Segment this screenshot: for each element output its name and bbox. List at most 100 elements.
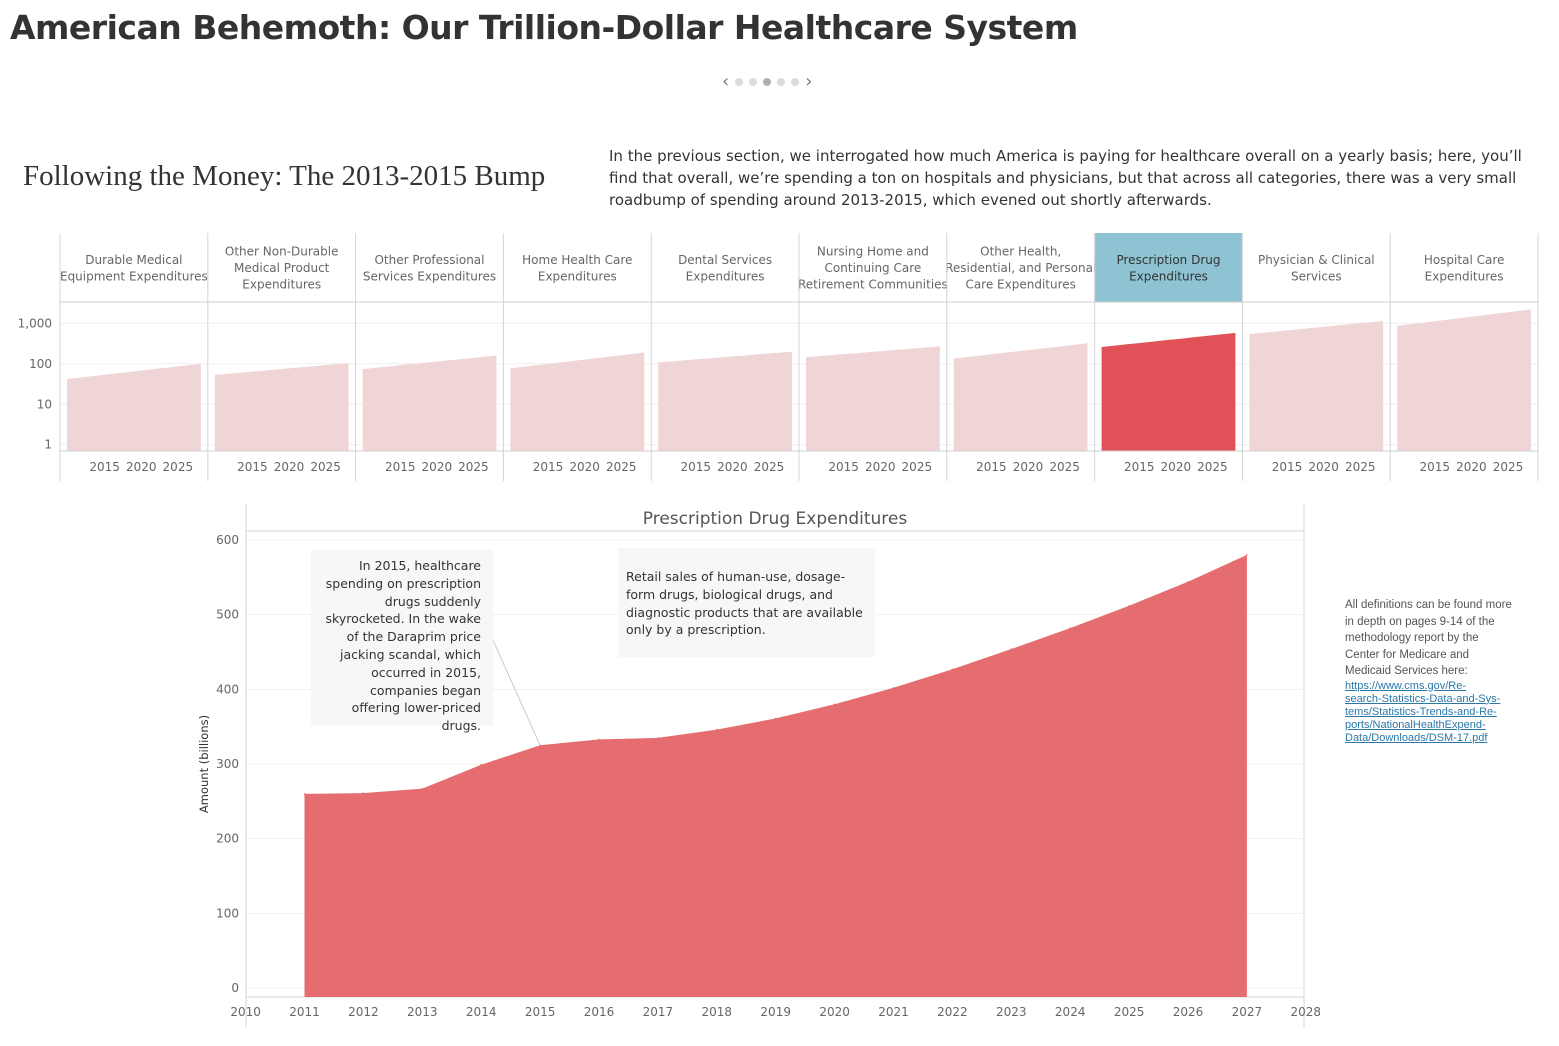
chevron-left-icon[interactable]: ‹ (722, 71, 730, 92)
category-area (658, 351, 792, 451)
data-point (421, 787, 424, 790)
category-header-bg[interactable] (503, 233, 651, 302)
category-tab[interactable]: Other Health, Residential, and Personal Ca… (945, 233, 1096, 302)
category-label[interactable]: Prescription Drug (1116, 253, 1220, 267)
pager-dot[interactable] (791, 78, 800, 86)
x-tick-label: 2025 (1345, 460, 1376, 474)
y-tick-label: 600 (216, 533, 239, 547)
y-tick-label: 200 (216, 832, 239, 846)
x-tick-label: 2020 (274, 460, 305, 474)
category-area (806, 346, 940, 451)
annotation-leader (491, 637, 541, 746)
y-tick-label: 300 (216, 757, 239, 771)
category-label[interactable]: Residential, and Personal (945, 261, 1096, 275)
pager-dot[interactable] (749, 78, 758, 86)
x-tick-label: 2025 (310, 460, 341, 474)
category-label[interactable]: Services (1291, 269, 1342, 283)
x-tick-label: 2021 (878, 1005, 909, 1019)
prescription-drug-area (304, 554, 1247, 997)
category-label[interactable]: Medical Product (234, 261, 330, 275)
category-tab[interactable]: Other Non-Durable Medical Product Expendit… (208, 233, 356, 302)
category-label[interactable]: Other Professional (374, 253, 484, 267)
x-tick-label: 2026 (1173, 1005, 1204, 1019)
category-label[interactable]: Durable Medical (85, 253, 182, 267)
category-area (1249, 320, 1384, 451)
category-label[interactable]: Hospital Care (1424, 253, 1505, 267)
category-tab[interactable]: Nursing Home and Continuing Care Retiremen… (798, 233, 948, 302)
y-tick-label: 100 (216, 906, 239, 920)
category-header-bg[interactable] (947, 233, 1095, 302)
category-area (214, 363, 349, 451)
category-tab[interactable]: Durable Medical Equipment Expenditures (60, 233, 208, 302)
pager-dot[interactable] (777, 78, 786, 86)
category-tab[interactable]: Hospital Care Expenditures (1390, 233, 1538, 302)
x-tick-label: 2011 (289, 1005, 320, 1019)
category-label[interactable]: Care Expenditures (965, 278, 1075, 292)
category-area (510, 352, 645, 451)
category-label[interactable]: Home Health Care (522, 253, 632, 267)
category-label[interactable]: Dental Services (678, 253, 772, 267)
data-point (716, 728, 718, 731)
data-point (362, 792, 365, 794)
category-header-bg[interactable] (208, 233, 356, 302)
story-pager: ‹ › (722, 72, 812, 92)
category-label[interactable]: Expenditures (1129, 269, 1208, 283)
category-tab[interactable]: Other Professional Services Expenditures (356, 233, 503, 302)
data-point (1128, 604, 1130, 607)
category-header-bg[interactable] (651, 233, 799, 302)
x-tick-label: 2015 (681, 460, 712, 474)
category-header-bg[interactable] (799, 233, 947, 302)
category-area (953, 343, 1088, 451)
category-header-bg[interactable] (356, 233, 503, 302)
category-header-bg[interactable] (1242, 233, 1390, 302)
category-label[interactable]: Expenditures (686, 269, 765, 283)
y-tick-label: 1 (44, 438, 52, 452)
x-tick-label: 2015 (1272, 460, 1303, 474)
data-point (833, 703, 836, 706)
x-tick-label: 2020 (569, 460, 600, 474)
category-header-bg[interactable] (1095, 233, 1242, 302)
definitions-note-text: All definitions can be found more in dep… (1345, 599, 1512, 677)
category-area (1397, 309, 1531, 451)
data-point (657, 737, 659, 739)
pager-dot[interactable] (735, 78, 744, 86)
data-point (774, 717, 777, 720)
x-tick-label: 2025 (458, 460, 489, 474)
category-label[interactable]: Continuing Care (825, 261, 922, 275)
chevron-right-icon[interactable]: › (805, 71, 813, 92)
data-point (303, 793, 306, 795)
x-tick-label: 2025 (1197, 460, 1228, 474)
x-tick-label: 2015 (89, 460, 120, 474)
category-label[interactable]: Expenditures (1425, 269, 1504, 283)
category-tab[interactable]: Dental Services Expenditures (651, 233, 799, 302)
cms-methodology-link[interactable]: https://www.cms.gov/Re- search-Statistic… (1345, 680, 1515, 745)
pager-dot-active[interactable] (763, 78, 772, 86)
link-line: https://www.cms.gov/Re- (1345, 679, 1467, 692)
y-axis-label: Amount (billions) (197, 715, 211, 813)
y-tick-label: 10 (37, 397, 52, 411)
category-tab[interactable]: Home Health Care Expenditures (503, 233, 651, 302)
data-point (598, 738, 600, 741)
category-header-bg[interactable] (1390, 233, 1538, 302)
category-label[interactable]: Expenditures (242, 278, 321, 292)
category-label[interactable]: Expenditures (538, 269, 617, 283)
category-label[interactable]: Retirement Communities (798, 278, 948, 292)
category-label[interactable]: Nursing Home and (817, 245, 929, 259)
category-tab[interactable]: Prescription Drug Expenditures (1095, 233, 1242, 302)
category-header-bg[interactable] (60, 233, 208, 302)
x-tick-label: 2024 (1055, 1005, 1086, 1019)
category-label[interactable]: Other Health, (980, 245, 1061, 259)
annotation-2015-spike: In 2015, healthcare spending on prescrip… (311, 550, 493, 733)
category-tab[interactable]: Physician & Clinical Services (1242, 233, 1390, 302)
category-label[interactable]: Services Expenditures (363, 269, 496, 283)
data-point (951, 668, 954, 670)
category-label[interactable]: Equipment Expenditures (60, 269, 208, 283)
x-tick-label: 2028 (1291, 1005, 1322, 1019)
x-tick-label: 2025 (1493, 460, 1524, 474)
category-label[interactable]: Other Non-Durable (225, 245, 339, 259)
x-tick-label: 2015 (237, 460, 268, 474)
x-tick-label: 2015 (976, 460, 1007, 474)
x-tick-label: 2020 (865, 460, 896, 474)
category-label[interactable]: Physician & Clinical (1258, 253, 1375, 267)
x-tick-label: 2015 (525, 1005, 556, 1019)
